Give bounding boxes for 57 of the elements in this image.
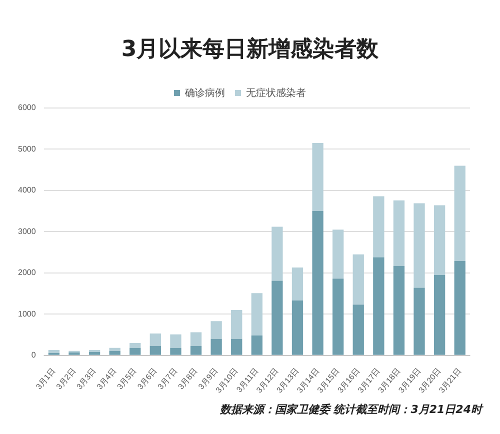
- y-tick-label: 4000: [18, 186, 36, 195]
- x-tick-label: 3月7日: [156, 366, 179, 392]
- x-tick-label: 3月2日: [54, 366, 78, 392]
- bar: [434, 205, 446, 275]
- bar: [170, 334, 182, 348]
- bar: [332, 278, 344, 355]
- bar: [393, 200, 405, 266]
- x-tick-label: 3月1日: [34, 366, 58, 392]
- bar: [130, 348, 141, 355]
- bar: [88, 352, 100, 355]
- x-tick-label: 3月3日: [74, 366, 98, 392]
- bar: [332, 230, 344, 279]
- bar: [373, 257, 384, 355]
- bar: [109, 348, 120, 351]
- bar: [292, 268, 304, 301]
- bar: [170, 348, 182, 355]
- bar: [454, 260, 466, 355]
- bar: [231, 338, 242, 355]
- bar: [434, 274, 446, 355]
- x-tick-label: 3月6日: [136, 366, 159, 392]
- bar: [88, 350, 100, 352]
- y-tick-label: 5000: [18, 144, 36, 154]
- bar: [68, 352, 80, 355]
- bar: [130, 342, 141, 348]
- bar: [312, 211, 324, 355]
- bar: [272, 280, 283, 355]
- bar: [373, 196, 384, 258]
- bar: [150, 346, 162, 355]
- bar: [210, 338, 222, 355]
- bar: [312, 143, 324, 212]
- bar: [109, 350, 120, 355]
- bar: [352, 254, 364, 305]
- bar: [414, 203, 425, 288]
- bar: [393, 266, 405, 355]
- bar: [48, 350, 60, 353]
- bar: [190, 346, 202, 355]
- y-tick-label: 1000: [18, 309, 36, 318]
- bar: [150, 334, 162, 346]
- bar: [231, 310, 242, 339]
- legend-label: 无症状感染者: [246, 86, 306, 99]
- bar: [251, 293, 262, 336]
- bar: [352, 304, 364, 355]
- bar: [251, 336, 262, 355]
- y-tick-label: 6000: [18, 103, 36, 112]
- y-tick-label: 2000: [18, 268, 36, 278]
- x-tick-label: 3月8日: [176, 366, 200, 392]
- bar: [292, 300, 304, 355]
- chart-title: 3月以来每日新增感染者数: [120, 36, 380, 64]
- bar: [454, 166, 466, 261]
- bar: [210, 321, 222, 339]
- bar: [272, 226, 283, 281]
- y-tick-label: 0: [31, 350, 36, 360]
- y-tick-label: 3000: [18, 226, 36, 236]
- legend-label: 确诊病例: [184, 86, 225, 99]
- bar: [414, 288, 425, 355]
- bar: [190, 332, 202, 346]
- source-note: 数据来源：国家卫健委 统计截至时间：3月21日24时: [220, 402, 482, 417]
